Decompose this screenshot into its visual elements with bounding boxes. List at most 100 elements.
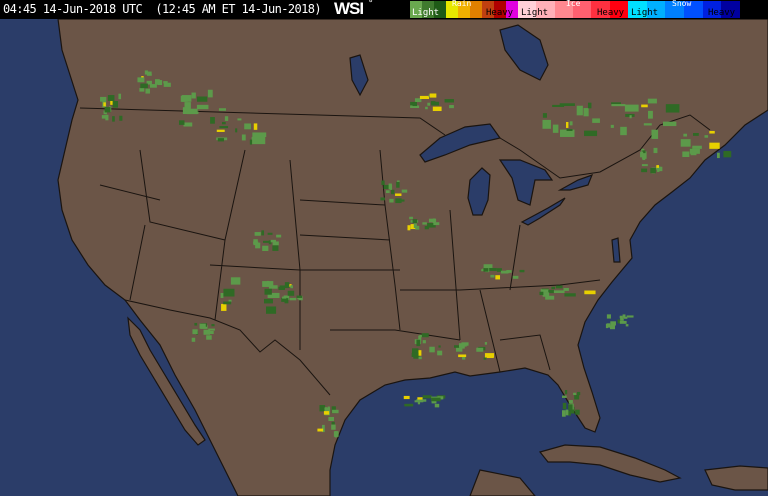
radar-echo	[641, 168, 648, 173]
radar-echo	[267, 232, 273, 235]
radar-echo	[417, 397, 423, 400]
radar-echo	[261, 230, 265, 236]
legend-ice-light: Light	[521, 8, 549, 18]
radar-echo	[562, 395, 567, 398]
radar-echo	[385, 190, 390, 194]
radar-echo	[573, 392, 577, 396]
radar-echo	[665, 104, 680, 113]
radar-echo	[145, 88, 150, 94]
radar-echo	[483, 357, 487, 360]
radar-echo	[331, 424, 336, 430]
legend-ice-swatch	[554, 1, 573, 18]
radar-echo	[208, 336, 212, 340]
borders	[79, 107, 711, 396]
radar-echo	[230, 277, 241, 285]
header-bar: 04:45 14-Jun-2018 UTC (12:45 AM ET 14-Ju…	[0, 0, 768, 19]
radar-echo	[208, 328, 215, 331]
radar-echo	[415, 350, 422, 356]
north-america-land	[57, 19, 768, 496]
radar-echo	[419, 95, 430, 100]
radar-echo	[119, 115, 123, 121]
radar-echo	[456, 347, 463, 352]
radar-echo	[391, 189, 395, 195]
legend-ice-swatch	[591, 1, 610, 18]
radar-echo	[553, 290, 565, 294]
radar-echo	[100, 96, 107, 102]
radar-echo	[396, 181, 400, 188]
radar-echo	[266, 280, 270, 284]
radar-echo	[281, 297, 288, 302]
radar-echo	[425, 106, 428, 110]
radar-echo	[704, 135, 709, 138]
radar-echo	[103, 102, 106, 107]
radar-echo	[101, 115, 106, 119]
radar-echo	[551, 286, 555, 290]
radar-echo	[223, 288, 235, 297]
radar-echo	[264, 288, 272, 295]
radar-echo	[540, 289, 549, 293]
radar-echo	[564, 293, 576, 297]
radar-echo	[427, 102, 431, 106]
radar-echo	[653, 147, 658, 154]
radar-echo	[444, 99, 454, 103]
legend-ice	[518, 1, 628, 18]
radar-echo	[620, 317, 624, 321]
radar-echo	[418, 356, 422, 360]
radar-echo	[334, 431, 338, 438]
radar-echo	[650, 167, 656, 174]
radar-echo	[584, 290, 596, 295]
radar-echo	[255, 242, 261, 249]
lake-erie	[520, 197, 566, 226]
radar-echo	[542, 119, 551, 129]
radar-echo	[146, 73, 152, 76]
radar-echo	[486, 355, 494, 359]
wsi-logo: WSI	[334, 0, 364, 18]
map-canvas[interactable]	[0, 19, 768, 496]
legend-snow	[628, 1, 741, 18]
radar-echo	[332, 409, 339, 414]
radar-echo	[218, 108, 227, 111]
radar-echo	[438, 345, 441, 348]
cuba	[538, 444, 682, 483]
legend-rain	[410, 1, 518, 18]
legend-rain-label: Rain	[452, 0, 472, 8]
radar-echo	[327, 406, 330, 412]
radar-echo	[396, 180, 400, 183]
radar-echo	[289, 297, 297, 301]
yucatan	[469, 469, 536, 496]
radar-echo	[411, 352, 419, 357]
radar-echo	[606, 325, 611, 328]
radar-echo	[539, 291, 544, 296]
radar-echo	[651, 129, 659, 139]
radar-echo	[195, 111, 199, 114]
radar-echo	[623, 316, 628, 319]
radar-echo	[662, 121, 677, 127]
lake-winnipeg	[349, 54, 369, 97]
radar-echo	[321, 424, 325, 433]
radar-echo	[272, 245, 279, 251]
radar-echo	[268, 285, 278, 289]
radar-echo	[112, 116, 115, 122]
radar-echo	[434, 403, 440, 408]
radar-echo	[642, 150, 646, 154]
radar-echo	[395, 198, 402, 204]
radar-echo	[223, 301, 232, 305]
radar-echo	[542, 292, 550, 297]
radar-echo	[395, 193, 402, 196]
legend-snow-swatch	[646, 1, 666, 18]
radar-echo	[414, 98, 422, 103]
legend-snow-heavy: Heavy	[708, 8, 736, 18]
radar-echo	[323, 411, 330, 415]
radar-echo	[319, 405, 326, 412]
chesapeake-bay	[611, 237, 621, 263]
radar-echo	[569, 121, 573, 126]
legend-rain-swatch	[482, 1, 494, 18]
radar-echo	[427, 223, 434, 228]
radar-echo	[693, 133, 699, 136]
radar-echo	[422, 222, 427, 225]
radar-echo	[568, 404, 573, 410]
radar-echo	[163, 82, 171, 87]
radar-echo	[276, 234, 282, 238]
radar-echo	[221, 121, 226, 125]
radar-echo	[641, 164, 648, 167]
